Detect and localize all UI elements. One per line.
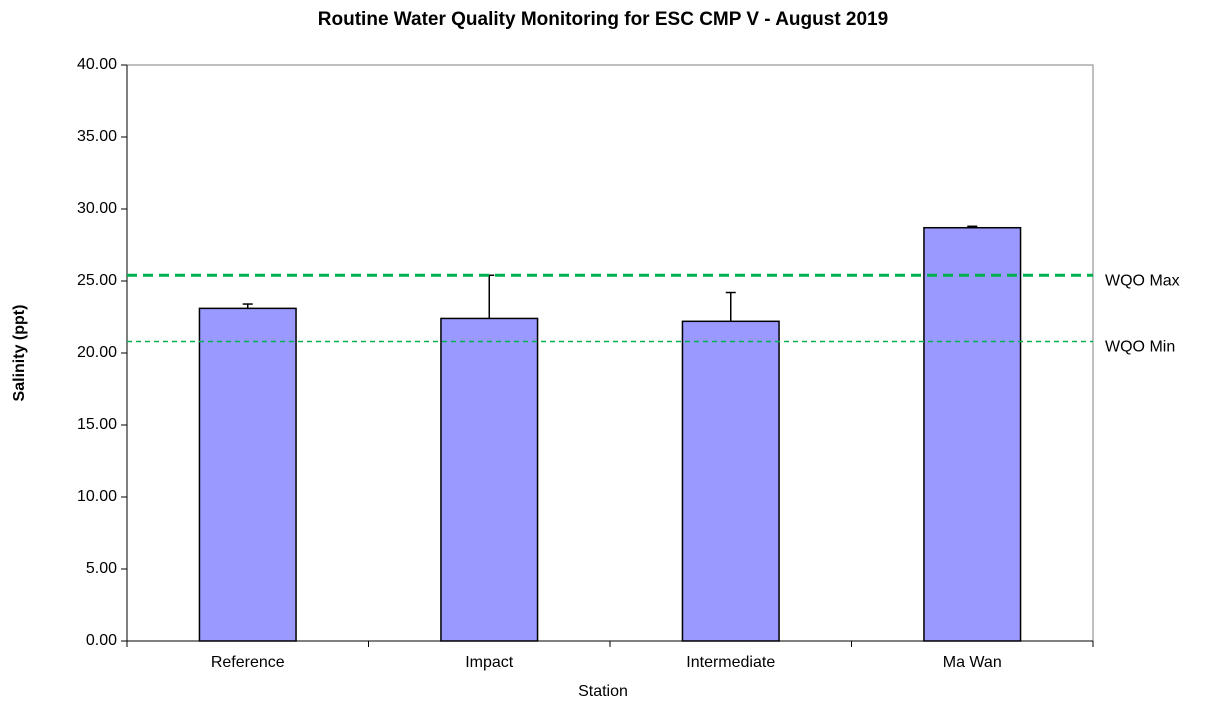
x-axis-label: Station: [578, 683, 628, 700]
error-bar: [967, 225, 978, 228]
y-tick-label: 15.00: [77, 416, 117, 433]
y-tick-label: 10.00: [77, 488, 117, 505]
bar: [440, 317, 539, 642]
y-tick-label: 5.00: [86, 560, 117, 577]
y-tick-label: 40.00: [77, 56, 117, 73]
y-tick-label: 20.00: [77, 344, 117, 361]
y-tick-label: 30.00: [77, 200, 117, 217]
y-axis-label: Salinity (ppt): [11, 305, 28, 402]
reference-label: WQO Max: [1105, 272, 1180, 289]
bar: [681, 320, 780, 642]
bar: [923, 226, 1022, 642]
x-tick-label: Ma Wan: [943, 654, 1002, 671]
x-tick-label: Impact: [465, 654, 514, 671]
error-bar: [484, 274, 495, 319]
y-tick-label: 0.00: [86, 632, 117, 649]
chart-title: Routine Water Quality Monitoring for ESC…: [318, 9, 888, 30]
y-tick-label: 25.00: [77, 272, 117, 289]
x-tick-label: Reference: [211, 654, 285, 671]
y-tick-label: 35.00: [77, 128, 117, 145]
reference-label: WQO Min: [1105, 339, 1175, 356]
x-tick-label: Intermediate: [686, 654, 775, 671]
error-bar: [242, 303, 253, 309]
error-bar: [725, 291, 736, 322]
bar: [198, 307, 297, 642]
